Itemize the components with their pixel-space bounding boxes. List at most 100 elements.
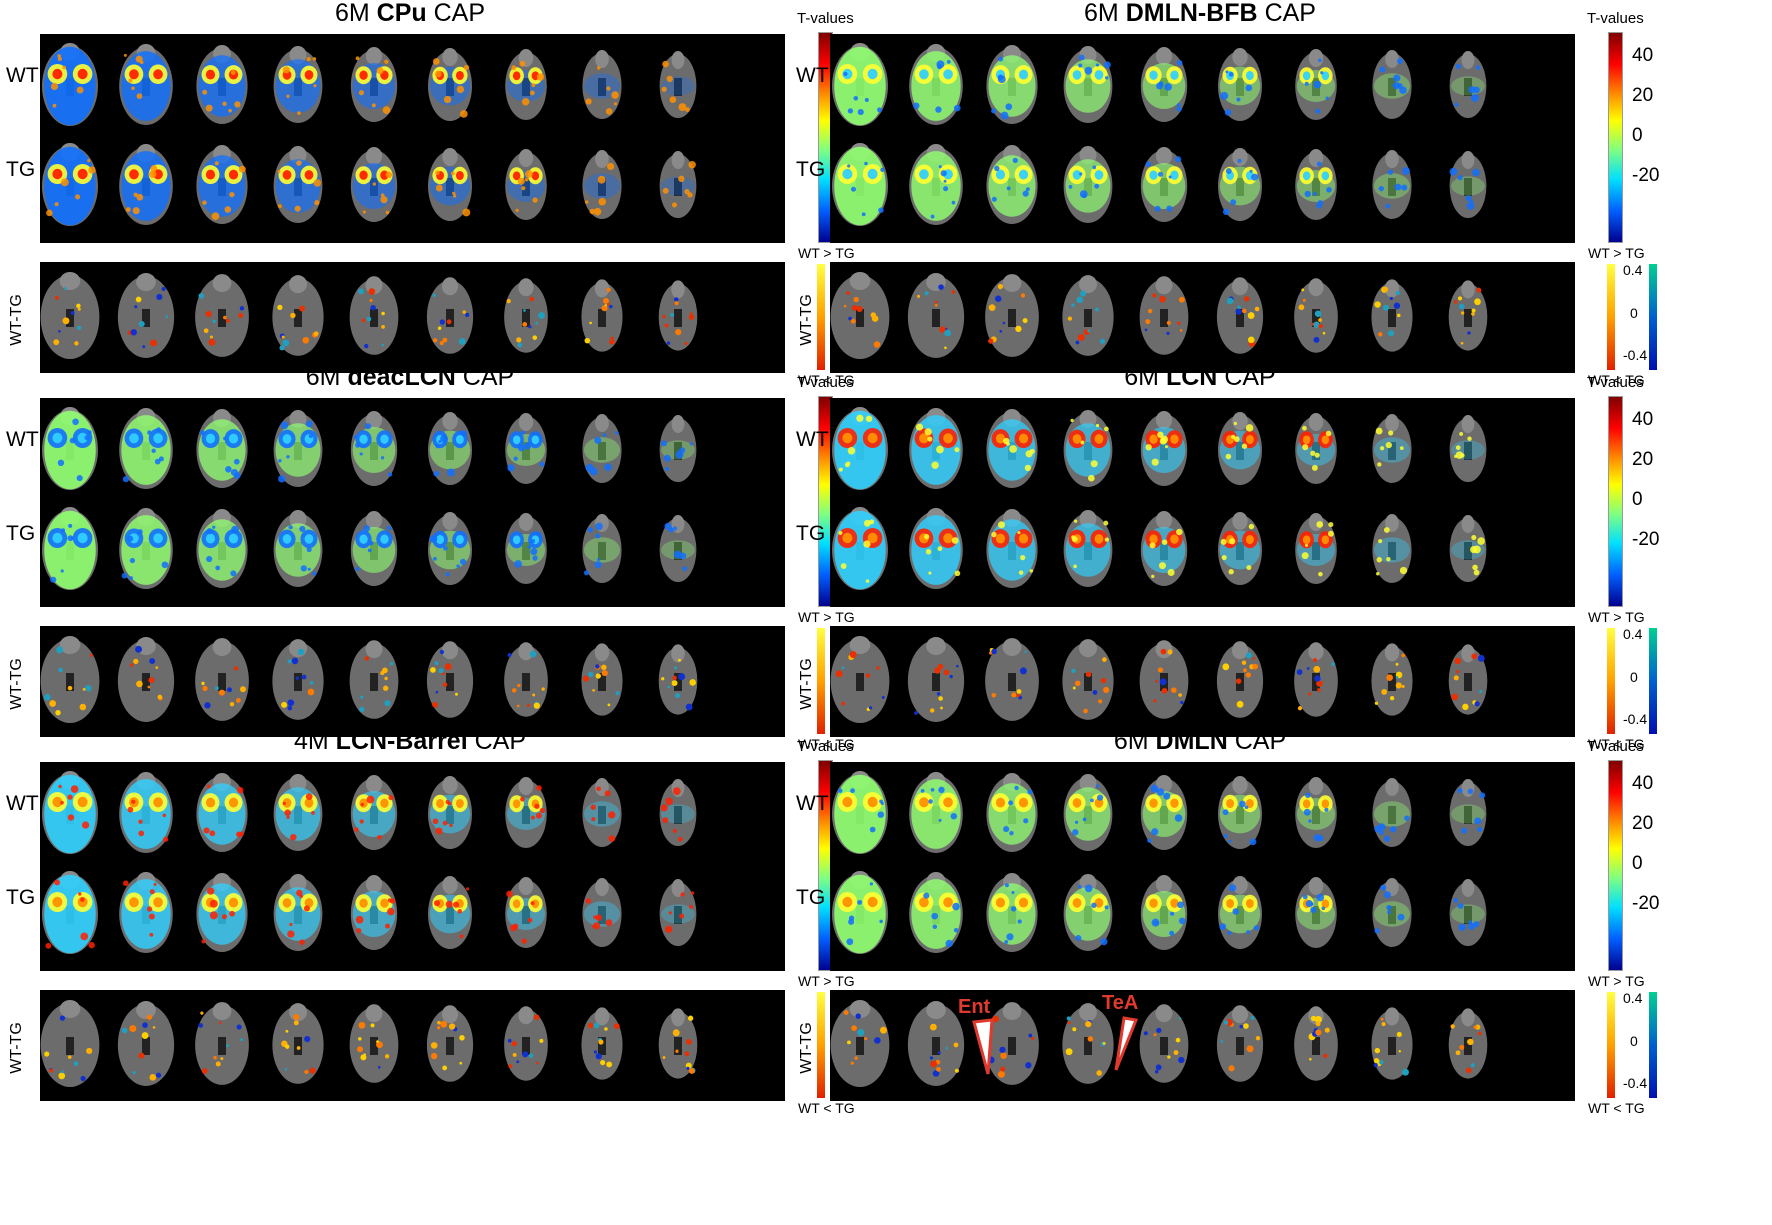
brain-slice bbox=[986, 509, 1038, 588]
brain-slice bbox=[1449, 51, 1487, 118]
brain-slice bbox=[832, 43, 888, 126]
brain-slice bbox=[1063, 410, 1113, 487]
cap-panel-cpu: 6M CPu CAP WT TG WT-TG T-values 40 20 0 … bbox=[0, 0, 878, 400]
tvalue-map-strip bbox=[40, 398, 785, 607]
brain-slice bbox=[1294, 278, 1338, 353]
row-label-tg: TG bbox=[6, 522, 36, 545]
brain-slice bbox=[582, 50, 622, 119]
colorbar-tick: 40 bbox=[1632, 45, 1654, 66]
brain-slice bbox=[1372, 414, 1412, 483]
diff-tick: -0.4 bbox=[1623, 1075, 1648, 1091]
brain-slice bbox=[428, 48, 472, 121]
brain-slice bbox=[1218, 512, 1262, 585]
brain-slice bbox=[505, 777, 547, 848]
tvalue-colorbar bbox=[1608, 396, 1623, 607]
brain-slice bbox=[1449, 779, 1487, 846]
row-label-tg: TG bbox=[6, 158, 36, 181]
brain-slice bbox=[909, 772, 963, 853]
panel-title: 6M deacLCN CAP bbox=[40, 362, 780, 392]
brain-slice bbox=[909, 144, 963, 225]
row-label-tg: TG bbox=[796, 158, 826, 181]
brain-slice bbox=[909, 872, 963, 953]
title-name: DMLN bbox=[1155, 727, 1228, 755]
brain-slice bbox=[1295, 777, 1337, 848]
brain-slice bbox=[1216, 641, 1264, 718]
title-name: DMLN-BFB bbox=[1125, 0, 1258, 27]
panel-title: 6M CPu CAP bbox=[40, 0, 780, 28]
diff-tick: 0.4 bbox=[1623, 990, 1643, 1006]
brain-slice bbox=[1295, 49, 1337, 120]
brain-slice bbox=[349, 640, 399, 719]
brain-slice bbox=[1218, 776, 1262, 849]
row-label-diff: WT-TG bbox=[8, 658, 25, 710]
brain-slice bbox=[1063, 46, 1113, 123]
brain-slice bbox=[505, 877, 547, 948]
brain-slice bbox=[1448, 1008, 1488, 1079]
title-name: CPu bbox=[376, 0, 427, 27]
colorbar-tick: -20 bbox=[1632, 165, 1660, 186]
annotation-ent-arrow bbox=[972, 1018, 994, 1075]
brain-slice bbox=[119, 144, 173, 225]
brain-slice bbox=[1062, 1003, 1114, 1084]
brain-slice bbox=[273, 774, 323, 851]
wt-less-label: WT < TG bbox=[798, 372, 855, 388]
brain-slice bbox=[830, 272, 890, 359]
row-label-wt: WT bbox=[6, 64, 39, 87]
brain-slice bbox=[349, 1004, 399, 1083]
colorbar-title: T-values bbox=[1587, 738, 1644, 755]
difference-map-strip bbox=[40, 990, 785, 1101]
brain-slice bbox=[581, 279, 623, 352]
brain-slice bbox=[1139, 1004, 1189, 1083]
brain-slice bbox=[119, 408, 173, 489]
tvalue-map-strip bbox=[40, 762, 785, 971]
row-label-wt: WT bbox=[6, 428, 39, 451]
brain-slice bbox=[1218, 876, 1262, 949]
brain-slice bbox=[1140, 511, 1188, 586]
colorbar-tick: 0 bbox=[1632, 853, 1643, 874]
cap-panel-dmln-bfb: 6M DMLN-BFB CAP WT TG WT-TG T-values 40 … bbox=[790, 0, 1668, 400]
wt-greater-label: WT > TG bbox=[1588, 609, 1645, 625]
brain-slice bbox=[1448, 644, 1488, 715]
title-prefix: 6M bbox=[1084, 0, 1119, 27]
row-label-diff: WT-TG bbox=[798, 294, 815, 346]
brain-slice bbox=[658, 280, 698, 351]
title-suffix: CAP bbox=[1234, 727, 1287, 755]
title-prefix: 6M bbox=[1124, 363, 1160, 391]
brain-slice bbox=[1063, 874, 1113, 951]
diff-tick: -0.4 bbox=[1623, 347, 1648, 363]
cap-panel-deaclcn: 6M deacLCN CAP WT TG WT-TG T-values 40 2… bbox=[0, 362, 878, 764]
row-label-tg: TG bbox=[6, 886, 36, 909]
brain-slice bbox=[1449, 151, 1487, 218]
negative-diff-colorbar bbox=[1649, 628, 1657, 734]
panel-title: 6M DMLN-BFB CAP bbox=[830, 0, 1570, 28]
difference-map-strip bbox=[40, 626, 785, 737]
brain-slice bbox=[505, 413, 547, 484]
brain-slice bbox=[1372, 50, 1412, 119]
brain-slice bbox=[272, 1003, 324, 1084]
brain-slice bbox=[659, 779, 697, 846]
cap-panel-dmln: 6M DMLN CAP WT TG WT-TG T-values 40 20 0… bbox=[790, 727, 1668, 1128]
positive-diff-colorbar bbox=[817, 264, 825, 370]
brain-slice bbox=[272, 275, 324, 356]
wt-greater-label: WT > TG bbox=[1588, 973, 1645, 989]
brain-slice bbox=[832, 407, 888, 490]
row-label-wt: WT bbox=[6, 792, 39, 815]
brain-slice bbox=[1218, 48, 1262, 121]
brain-slice bbox=[42, 43, 98, 126]
wt-less-label: WT < TG bbox=[1588, 1100, 1645, 1116]
brain-slice bbox=[350, 47, 398, 122]
brain-slice bbox=[659, 515, 697, 582]
brain-slice bbox=[832, 871, 888, 954]
brain-slice bbox=[42, 143, 98, 226]
brain-slice bbox=[1372, 514, 1412, 583]
row-label-wt: WT bbox=[796, 64, 829, 87]
positive-diff-colorbar bbox=[1607, 264, 1615, 370]
brain-slice bbox=[1448, 280, 1488, 351]
brain-slice bbox=[986, 45, 1038, 124]
wt-less-label: WT < TG bbox=[798, 736, 855, 752]
brain-slice bbox=[907, 273, 965, 358]
brain-slice bbox=[582, 514, 622, 583]
brain-slice bbox=[505, 49, 547, 120]
brain-slice bbox=[1372, 150, 1412, 219]
row-label-diff: WT-TG bbox=[798, 658, 815, 710]
